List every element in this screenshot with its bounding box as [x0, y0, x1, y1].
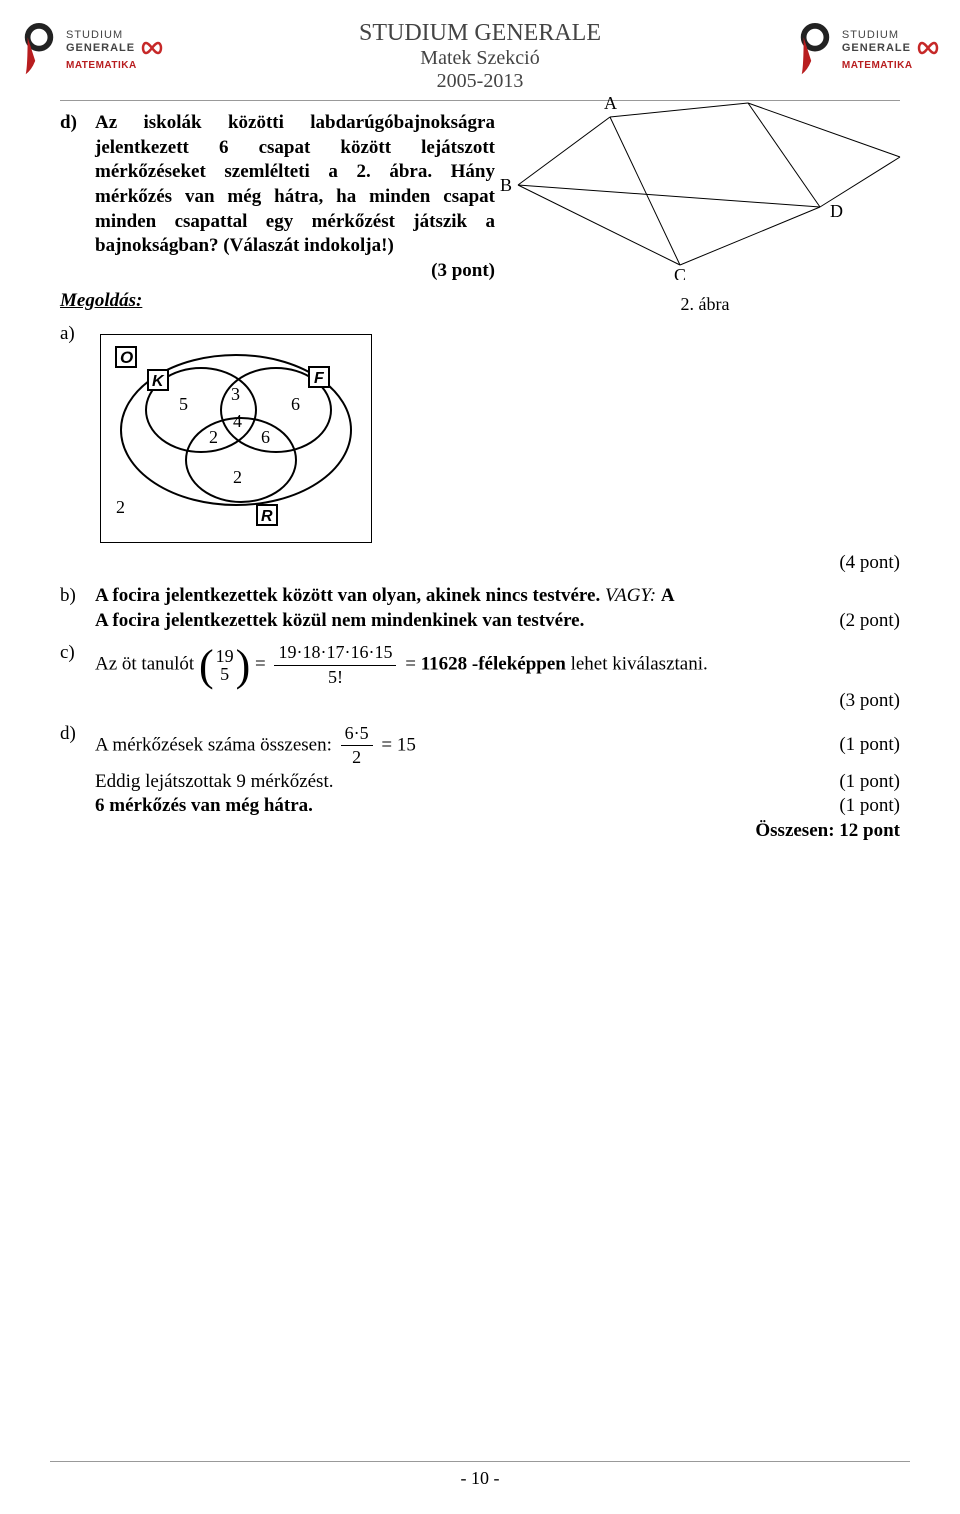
infinity-icon — [140, 41, 164, 55]
frac-d-num: 6·5 — [341, 722, 373, 746]
answer-d-label: d) — [60, 722, 95, 747]
answer-b-points: (2 pont) — [839, 609, 900, 634]
answer-c-prefix: Az öt tanulót — [95, 654, 194, 675]
figure-2-caption: 2. ábra — [500, 293, 910, 316]
answer-d-points2: (1 pont) — [839, 770, 900, 795]
page-number: - 10 - — [461, 1468, 500, 1488]
answer-b-vagy: VAGY: — [605, 585, 656, 606]
total-points: Összesen: 12 pont — [95, 819, 900, 844]
answer-a-points: (4 pont) — [60, 551, 900, 576]
answer-b-text1: A focira jelentkezettek között van olyan… — [95, 585, 600, 606]
answer-d-points3: (1 pont) — [839, 794, 900, 819]
page-footer: - 10 - — [0, 1461, 960, 1489]
header-years: 2005-2013 — [359, 70, 601, 93]
answer-d: d) A mérkőzések száma összesen: 6·5 2 = … — [60, 722, 900, 844]
svg-text:C: C — [674, 265, 686, 280]
logo-generale: GENERALE — [842, 41, 940, 55]
venn-v-r: 2 — [233, 467, 242, 487]
question-d-text: Az iskolák közötti labdarúgóbajnokságra … — [95, 111, 495, 259]
logo-g-icon — [796, 23, 834, 78]
venn-F: F — [314, 370, 325, 387]
fraction-c: 19·18·17·16·15 5! — [274, 641, 396, 689]
answer-d-line2: Eddig lejátszottak 9 mérkőzést. — [95, 770, 333, 795]
logo-generale: GENERALE — [66, 41, 164, 55]
frac-c-num: 19·18·17·16·15 — [274, 641, 396, 665]
venn-v-out: 2 — [116, 497, 125, 517]
question-d-points: (3 pont) — [95, 259, 495, 284]
logo-generale-text: GENERALE — [842, 42, 911, 54]
svg-text:B: B — [500, 175, 512, 195]
svg-text:F: F — [744, 95, 754, 99]
venn-O: O — [120, 348, 133, 367]
frac-c-den: 5! — [324, 666, 347, 689]
answer-d-points: (1 pont) — [839, 733, 900, 758]
answer-c: c) Az öt tanulót ( 19 5 ) = 19·18·17·16·… — [60, 641, 900, 713]
fraction-d: 6·5 2 — [341, 722, 373, 770]
answer-a-label: a) — [60, 322, 95, 347]
header-title: STUDIUM GENERALE — [359, 20, 601, 47]
binom-n: 19 — [216, 647, 234, 665]
venn-v-f: 6 — [291, 394, 300, 414]
graph-diagram: ABCDEF — [500, 95, 910, 280]
binom-k: 5 — [220, 665, 229, 683]
infinity-icon — [916, 41, 940, 55]
frac-d-den: 2 — [348, 746, 365, 769]
venn-diagram: O K F R 5 3 6 4 2 6 2 — [100, 334, 372, 544]
venn-K: K — [152, 373, 165, 390]
figure-2: ABCDEF 2. ábra — [500, 95, 910, 305]
header-subtitle: Matek Szekció — [359, 47, 601, 70]
answer-b: b) A focira jelentkezettek között van ol… — [60, 584, 900, 633]
answer-c-points: (3 pont) — [95, 689, 900, 714]
logo-left: STUDIUM GENERALE MATEMATIKA — [20, 20, 164, 80]
eq2: = — [405, 654, 416, 675]
logo-matematika: MATEMATIKA — [66, 60, 164, 71]
eq1: = — [255, 654, 266, 675]
answer-d-text: A mérkőzések száma összesen: — [95, 734, 332, 755]
answer-d-equals: = 15 — [381, 734, 415, 755]
venn-v-fr: 6 — [261, 427, 270, 447]
logo-g-icon — [20, 23, 58, 78]
answer-b-text2-a: A — [661, 585, 675, 606]
venn-v-kfr: 4 — [233, 411, 242, 431]
venn-svg: O K F R 5 3 6 4 2 6 2 — [101, 335, 371, 535]
header-center: STUDIUM GENERALE Matek Szekció 2005-2013 — [359, 20, 601, 93]
logo-matematika: MATEMATIKA — [842, 60, 940, 71]
logo-studium: STUDIUM — [842, 29, 940, 41]
svg-text:A: A — [604, 95, 617, 113]
answer-d-line3: 6 mérkőzés van még hátra. — [95, 794, 313, 819]
answer-b-text2: A focira jelentkezettek közül nem minden… — [95, 609, 584, 634]
answer-c-suffix: -féleképpen — [472, 654, 566, 675]
svg-text:D: D — [830, 201, 843, 221]
binomial: ( 19 5 ) — [199, 647, 250, 683]
venn-v-kr: 2 — [209, 427, 218, 447]
answer-b-label: b) — [60, 584, 95, 609]
question-d-label: d) — [60, 111, 95, 284]
answer-c-tail: lehet kiválasztani. — [571, 654, 708, 675]
answer-c-result: 11628 — [421, 654, 467, 675]
answer-c-label: c) — [60, 641, 95, 666]
venn-R: R — [261, 508, 273, 525]
logo-studium: STUDIUM — [66, 29, 164, 41]
logo-generale-text: GENERALE — [66, 42, 135, 54]
logo-right: STUDIUM GENERALE MATEMATIKA — [796, 20, 940, 80]
venn-v-k: 5 — [179, 394, 188, 414]
venn-v-kf: 3 — [231, 384, 240, 404]
answer-a: a) O K F R 5 3 6 — [60, 322, 900, 544]
